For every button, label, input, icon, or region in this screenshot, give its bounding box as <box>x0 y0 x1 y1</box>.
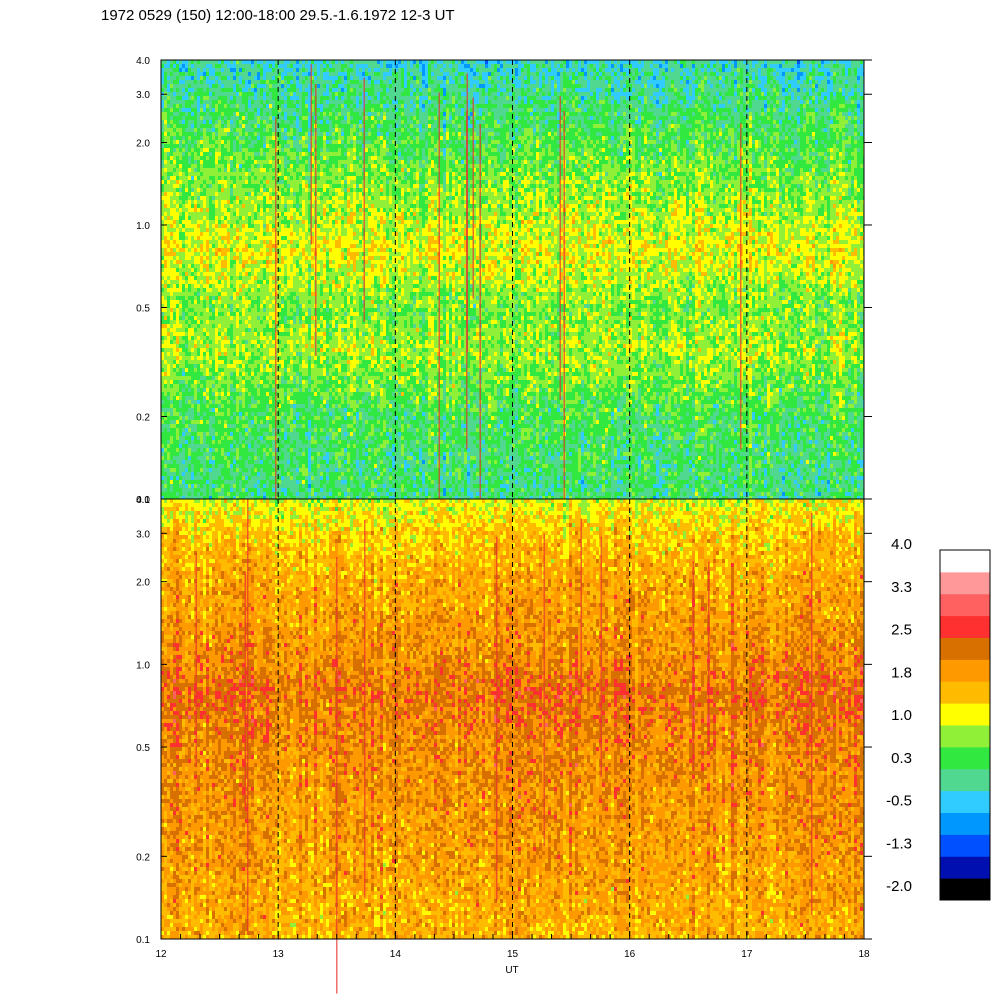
y-tick-label: 0.2 <box>136 852 150 863</box>
colorbar-tick-label: 3.3 <box>891 579 912 596</box>
colorbar-swatch <box>940 769 990 791</box>
x-tick-label: 18 <box>858 949 870 960</box>
y-tick-label: 2.0 <box>136 138 150 149</box>
colorbar-swatch <box>940 813 990 835</box>
colorbar-swatch <box>940 747 990 769</box>
colorbar-swatch <box>940 550 990 572</box>
colorbar-tick-label: -1.3 <box>886 835 912 852</box>
colorbar-swatch <box>940 791 990 813</box>
spectrogram-panel-1: 0.10.20.51.02.03.04.0 <box>136 56 872 527</box>
colorbar-swatch <box>940 638 990 660</box>
spectrogram-panels: 0.10.20.51.02.03.04.00.10.20.51.02.03.04… <box>136 56 872 994</box>
y-tick-label: 0.5 <box>136 743 150 754</box>
colorbar-swatch <box>940 856 990 878</box>
x-tick-label: 12 <box>155 949 167 960</box>
y-tick-label: 4.0 <box>136 56 150 67</box>
colorbar-swatch <box>940 594 990 616</box>
x-tick-label: 16 <box>624 949 636 960</box>
colorbar-tick-label: 1.0 <box>891 707 912 724</box>
colorbar: 4.0 3.3 2.5 1.8 1.0 0.3 -0.5 -1.3 -2.0 <box>886 536 990 901</box>
y-tick-label: 4.0 <box>136 495 150 506</box>
colorbar-swatch <box>940 659 990 681</box>
y-tick-label: 1.0 <box>136 660 150 671</box>
x-tick-label: 17 <box>741 949 753 960</box>
y-tick-label: 0.1 <box>136 935 150 946</box>
y-tick-label: 3.0 <box>136 90 150 101</box>
colorbar-swatch <box>940 834 990 856</box>
x-tick-label: 15 <box>507 949 519 960</box>
chart-title: 1972 0529 (150) 12:00-18:00 29.5.-1.6.19… <box>101 7 455 24</box>
x-tick-label: 13 <box>273 949 285 960</box>
y-tick-label: 2.0 <box>136 578 150 589</box>
colorbar-swatch <box>940 878 990 900</box>
colorbar-swatch <box>940 703 990 725</box>
colorbar-swatch <box>940 681 990 703</box>
colorbar-tick-label: 0.3 <box>891 750 912 767</box>
spectrogram-panel-2: 0.1 0.2 0.5 1.0 2.0 3.0 4.0 <box>136 495 872 994</box>
colorbar-swatch <box>940 725 990 747</box>
colorbar-swatch <box>940 572 990 594</box>
colorbar-tick-label: -0.5 <box>886 793 912 810</box>
colorbar-tick-label: 1.8 <box>891 664 912 681</box>
x-axis-label: UT <box>505 965 518 976</box>
y-tick-label: 1.0 <box>136 221 150 232</box>
y-tick-label: 0.2 <box>136 413 150 424</box>
colorbar-tick-label: 2.5 <box>891 622 912 639</box>
colorbar-tick-label: 4.0 <box>891 536 912 553</box>
x-tick-label: 14 <box>390 949 402 960</box>
colorbar-swatch <box>940 616 990 638</box>
y-tick-label: 3.0 <box>136 529 150 540</box>
y-tick-label: 0.5 <box>136 303 150 314</box>
colorbar-tick-label: -2.0 <box>886 878 912 895</box>
